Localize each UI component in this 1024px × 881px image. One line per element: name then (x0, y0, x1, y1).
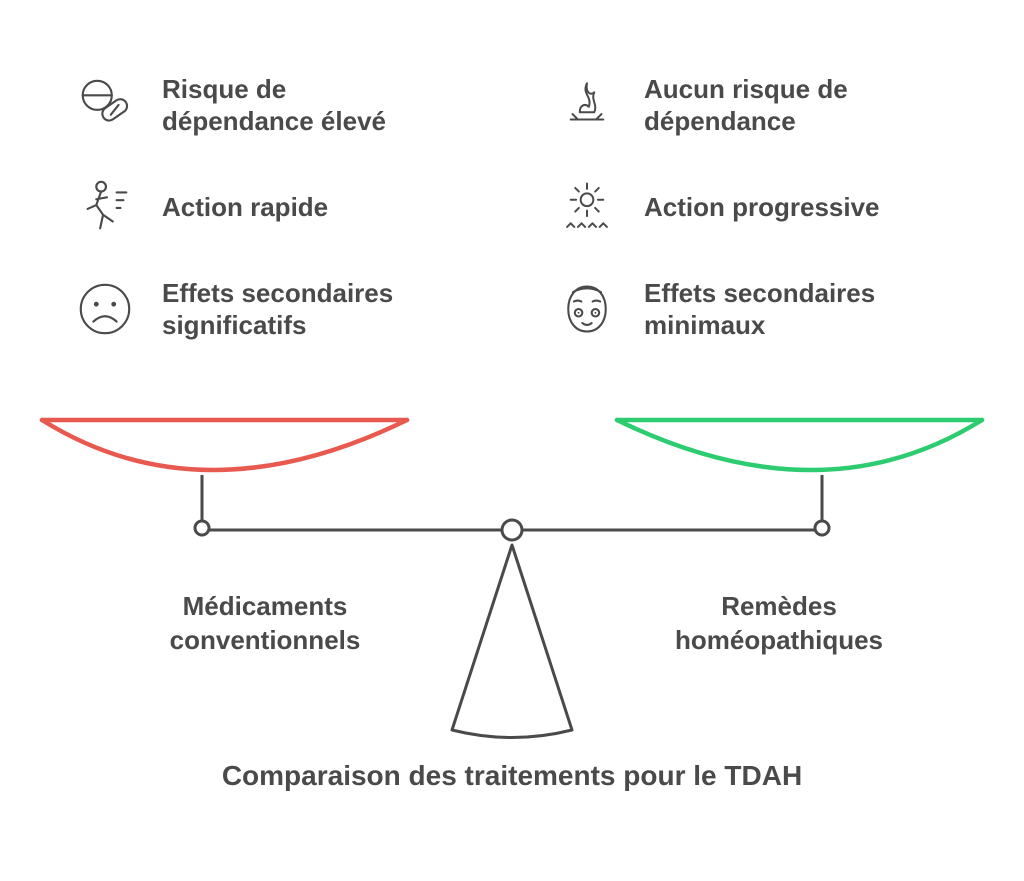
flame-icon (552, 70, 622, 140)
left-item-3: Effets secondaires significatifs (70, 274, 472, 344)
left-item-2: Action rapide (70, 172, 472, 242)
running-icon (70, 172, 140, 242)
main-title: Comparaison des traitements pour le TDAH (0, 760, 1024, 792)
left-item-1: Risque de dépendance élevé (70, 70, 472, 140)
columns: Risque de dépendance élevé Action (0, 0, 1024, 344)
right-side-label: Remèdes homéopathiques (649, 590, 909, 658)
infographic-root: Risque de dépendance élevé Action (0, 0, 1024, 881)
right-item-3-label: Effets secondaires minimaux (644, 277, 904, 342)
left-item-1-label: Risque de dépendance élevé (162, 73, 422, 138)
sun-sprouts-icon (552, 172, 622, 242)
right-column: Aucun risque de dépendance (552, 70, 954, 344)
left-item-2-label: Action rapide (162, 191, 328, 224)
left-column: Risque de dépendance élevé Action (70, 70, 472, 344)
sad-face-icon (70, 274, 140, 344)
left-item-3-label: Effets secondaires significatifs (162, 277, 422, 342)
spa-face-icon (552, 274, 622, 344)
right-item-3: Effets secondaires minimaux (552, 274, 954, 344)
right-item-1-label: Aucun risque de dépendance (644, 73, 904, 138)
pills-icon (70, 70, 140, 140)
left-side-label: Médicaments conventionnels (135, 590, 395, 658)
right-item-2: Action progressive (552, 172, 954, 242)
right-item-1: Aucun risque de dépendance (552, 70, 954, 140)
right-item-2-label: Action progressive (644, 191, 880, 224)
